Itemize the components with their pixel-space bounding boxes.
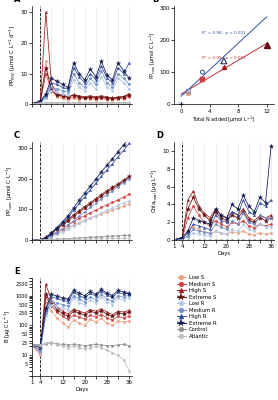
Point (222, 64, 226, 70)
Y-axis label: PP$_{POC}$ [μmol C L$^{-1}$ d$^{-1}$]: PP$_{POC}$ [μmol C L$^{-1}$ d$^{-1}$] (8, 25, 18, 86)
Point (179, 100, 183, 107)
Text: B: B (152, 0, 158, 4)
Text: R² = 0.98 , p < 0.001: R² = 0.98 , p < 0.001 (202, 30, 245, 34)
X-axis label: Days: Days (75, 386, 88, 392)
Y-axis label: Chla$_{total}$ [μg L$^{-1}$]: Chla$_{total}$ [μg L$^{-1}$] (150, 169, 160, 213)
Y-axis label: PP$_{cum}$ [μmol C L$^{-1}$]: PP$_{cum}$ [μmol C L$^{-1}$] (4, 166, 14, 216)
Point (264, 42, 269, 48)
Text: R² = 0.99 , p < 0.001: R² = 0.99 , p < 0.001 (202, 56, 245, 60)
Text: E: E (14, 267, 20, 276)
Point (179, 100, 183, 107)
Text: D: D (156, 131, 163, 140)
Y-axis label: B [μg C L$^{-1}$]: B [μg C L$^{-1}$] (2, 310, 13, 343)
Y-axis label: PP$_{cum}$ [μmol C L$^{-1}$]: PP$_{cum}$ [μmol C L$^{-1}$] (148, 32, 158, 79)
Text: C: C (14, 131, 20, 140)
X-axis label: Days: Days (217, 251, 230, 256)
X-axis label: Total N added [μmol L$^{-1}$]: Total N added [μmol L$^{-1}$] (192, 115, 255, 125)
Point (200, 69, 205, 75)
Legend: Low S, Medium S, High S, Extreme S, Low R, Medium R, High R, Extreme R, Control,: Low S, Medium S, High S, Extreme S, Low … (177, 275, 216, 339)
Text: A: A (14, 0, 21, 4)
Point (200, 75, 205, 82)
Point (186, 90, 190, 96)
Point (222, 58, 226, 64)
Point (186, 88, 190, 94)
